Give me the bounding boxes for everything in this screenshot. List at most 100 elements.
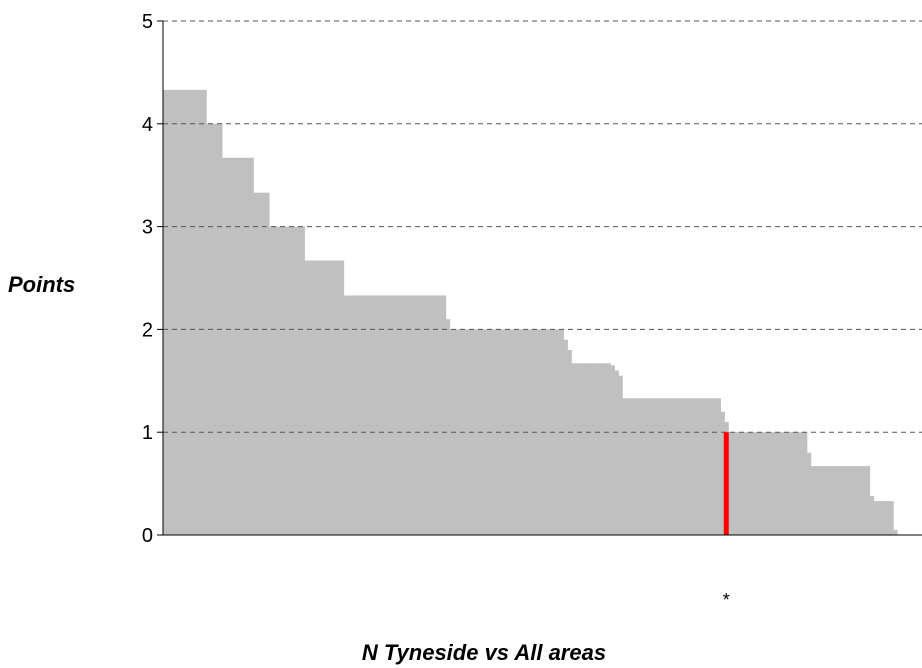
bar (575, 363, 580, 535)
bar (692, 398, 698, 535)
y-tick-label: 3 (142, 217, 153, 239)
bar (300, 226, 305, 535)
bar (622, 398, 627, 535)
bar (214, 123, 219, 536)
bar (845, 466, 851, 535)
bar (225, 157, 231, 535)
bar (429, 295, 435, 535)
bar (441, 295, 447, 535)
bar (567, 349, 572, 535)
y-tick-label: 0 (142, 525, 153, 547)
bar (767, 432, 772, 535)
bar (881, 501, 886, 535)
bar (202, 89, 207, 535)
bar (834, 466, 839, 535)
bar (425, 295, 431, 535)
bar (547, 329, 553, 535)
bar (830, 466, 835, 535)
bar (681, 398, 686, 535)
bar (473, 329, 478, 535)
bar (410, 295, 415, 535)
bar (798, 432, 804, 535)
bar (747, 432, 753, 535)
bar (390, 295, 396, 535)
bar (751, 432, 757, 535)
bar (661, 398, 667, 535)
bar (889, 501, 894, 535)
bar (708, 398, 714, 535)
bar (783, 432, 788, 535)
bar (634, 398, 639, 535)
bar (312, 260, 317, 535)
bar (414, 295, 419, 535)
bar (535, 329, 541, 535)
bar (339, 260, 345, 535)
bar (406, 295, 411, 535)
bar (457, 329, 462, 535)
bar (582, 363, 588, 535)
bar (288, 226, 294, 535)
bar (720, 411, 725, 535)
bar (292, 226, 298, 535)
bar (791, 432, 796, 535)
bar (386, 295, 392, 535)
bar (641, 398, 647, 535)
bar (233, 157, 239, 535)
bar (433, 295, 439, 535)
bar (743, 432, 749, 535)
bar (653, 398, 659, 535)
bar (802, 432, 808, 535)
bar (865, 466, 871, 535)
bar (794, 432, 800, 535)
bar (190, 89, 196, 535)
bar (755, 432, 761, 535)
grid-lines (163, 20, 922, 433)
bar (241, 157, 247, 535)
bar (685, 398, 690, 535)
bar (253, 192, 258, 535)
bar (771, 432, 776, 535)
bar (657, 398, 663, 535)
bar (182, 89, 188, 535)
bar (335, 260, 341, 535)
bar (402, 295, 407, 535)
y-tick-label: 4 (142, 114, 153, 136)
bar (728, 432, 733, 535)
bar (261, 192, 266, 535)
bar (437, 295, 443, 535)
highlight-bar (723, 432, 729, 535)
bar (268, 226, 274, 535)
bar (528, 329, 533, 535)
bar (637, 398, 643, 535)
bar (669, 398, 674, 535)
bar (818, 466, 824, 535)
axes (157, 20, 922, 536)
bar (229, 157, 235, 535)
bar (842, 466, 847, 535)
bar (763, 432, 769, 535)
bar (618, 375, 623, 535)
bar (166, 89, 172, 535)
bar (355, 295, 360, 535)
bar (327, 260, 333, 535)
bar (186, 89, 192, 535)
bar (814, 466, 820, 535)
bar (280, 226, 286, 535)
bar (237, 157, 243, 535)
y-tick-label: 5 (142, 11, 153, 33)
bar (304, 260, 309, 535)
bar (822, 466, 827, 535)
bar (394, 295, 400, 535)
bar (221, 157, 227, 535)
bar (739, 432, 745, 535)
bar (716, 398, 721, 535)
bar (543, 329, 549, 535)
bar (732, 432, 737, 535)
bar (398, 295, 404, 535)
bar (163, 89, 168, 535)
bar (826, 466, 831, 535)
bar (590, 363, 596, 535)
bar (712, 398, 718, 535)
bar (594, 363, 600, 535)
